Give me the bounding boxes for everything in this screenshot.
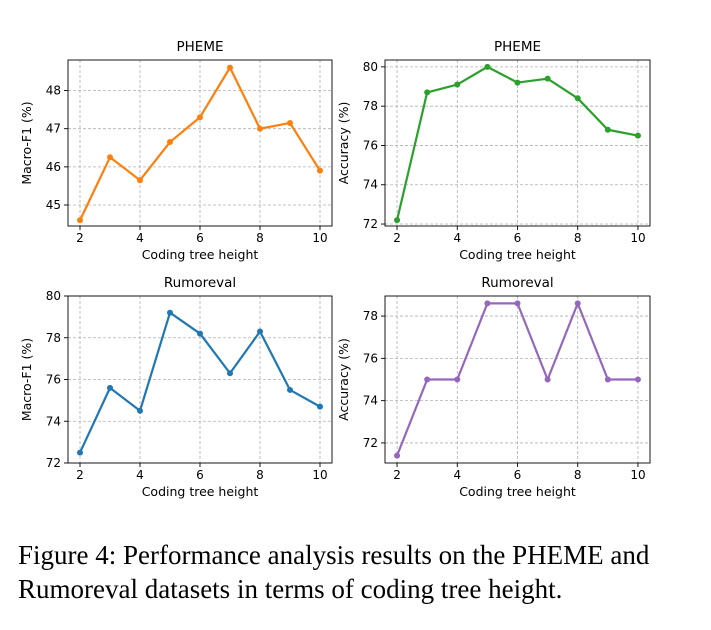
x-tick-label: 10 xyxy=(630,468,645,482)
x-axis-label: Coding tree height xyxy=(459,247,576,262)
y-tick-label: 72 xyxy=(363,217,378,231)
y-tick-label: 80 xyxy=(363,60,378,74)
y-tick-label: 78 xyxy=(46,331,61,345)
data-point xyxy=(227,64,233,71)
data-point xyxy=(257,328,263,335)
y-tick-label: 80 xyxy=(46,289,61,303)
x-tick-label: 2 xyxy=(393,468,401,482)
data-point xyxy=(514,300,521,307)
y-tick-label: 74 xyxy=(46,414,61,428)
data-point xyxy=(197,330,203,337)
data-point xyxy=(394,452,401,459)
x-tick-label: 10 xyxy=(312,468,327,482)
x-tick-label: 2 xyxy=(76,231,84,245)
x-tick-label: 4 xyxy=(136,468,144,482)
data-point xyxy=(424,89,431,96)
x-tick-label: 4 xyxy=(453,231,461,245)
data-point xyxy=(454,81,461,88)
x-tick-label: 6 xyxy=(196,231,204,245)
y-axis-label: Accuracy (%) xyxy=(336,102,351,185)
chart-title: PHEME xyxy=(494,39,541,55)
y-tick-label: 78 xyxy=(363,309,378,323)
chart-panel-c: 2 4 6 8 10 72 74 76 78 80 Rumoreval Coding tree hei… xyxy=(19,275,333,499)
data-point xyxy=(77,217,83,224)
data-point xyxy=(544,376,551,383)
data-point xyxy=(634,132,641,139)
y-axis-label: Accuracy (%) xyxy=(336,338,351,421)
x-tick-label: 6 xyxy=(196,468,204,482)
x-tick-label: 10 xyxy=(312,231,327,245)
x-axis-label: Coding tree height xyxy=(142,247,259,262)
figure-caption: Figure 4: Performance analysis results o… xyxy=(18,540,650,604)
chart-title: Rumoreval xyxy=(481,275,553,291)
chart-title: Rumoreval xyxy=(164,275,236,291)
data-point xyxy=(634,376,641,383)
data-point xyxy=(424,376,431,383)
data-point xyxy=(454,376,461,383)
data-point xyxy=(604,126,611,133)
data-point xyxy=(197,114,203,121)
data-point xyxy=(317,403,323,410)
y-tick-label: 76 xyxy=(363,351,378,365)
data-point xyxy=(574,95,581,102)
data-point xyxy=(137,407,143,414)
data-point xyxy=(107,384,113,391)
x-tick-label: 4 xyxy=(136,231,144,245)
data-point xyxy=(514,79,521,86)
y-tick-label: 76 xyxy=(46,373,61,387)
y-tick-label: 46 xyxy=(46,160,61,174)
y-tick-label: 48 xyxy=(46,84,61,98)
data-point xyxy=(287,386,293,393)
x-tick-label: 8 xyxy=(574,231,582,245)
data-point xyxy=(77,449,83,456)
data-point xyxy=(257,125,263,132)
x-axis-label: Coding tree height xyxy=(142,484,259,499)
y-tick-label: 72 xyxy=(363,436,378,450)
x-tick-label: 2 xyxy=(393,231,401,245)
chart-panel-b: 2 4 6 8 10 72 74 76 78 80 PHEME Coding tree height A… xyxy=(336,39,651,262)
data-point xyxy=(574,300,581,307)
x-tick-label: 6 xyxy=(514,231,522,245)
y-tick-label: 78 xyxy=(363,99,378,113)
x-tick-label: 8 xyxy=(256,231,264,245)
data-point xyxy=(227,370,233,377)
data-point xyxy=(167,309,173,316)
y-tick-label: 45 xyxy=(46,198,61,212)
y-tick-label: 72 xyxy=(46,456,61,470)
data-point xyxy=(287,119,293,126)
data-point xyxy=(107,154,113,161)
data-point xyxy=(317,167,323,174)
data-point xyxy=(394,217,401,224)
data-point xyxy=(604,376,611,383)
y-axis-label: Macro-F1 (%) xyxy=(19,101,34,184)
data-point xyxy=(484,300,491,307)
x-tick-label: 8 xyxy=(574,468,582,482)
data-point xyxy=(544,75,551,82)
data-point xyxy=(137,177,143,184)
data-point xyxy=(484,63,491,70)
y-tick-label: 74 xyxy=(363,178,378,192)
y-axis-label: Macro-F1 (%) xyxy=(19,338,34,421)
x-tick-label: 2 xyxy=(76,468,84,482)
data-point xyxy=(167,139,173,146)
x-tick-label: 10 xyxy=(630,231,645,245)
x-axis-label: Coding tree height xyxy=(459,484,576,499)
x-tick-label: 4 xyxy=(453,468,461,482)
y-tick-label: 76 xyxy=(363,138,378,152)
x-tick-label: 8 xyxy=(256,468,264,482)
chart-title: PHEME xyxy=(177,39,224,55)
x-tick-label: 6 xyxy=(514,468,522,482)
y-tick-label: 74 xyxy=(363,394,378,408)
y-tick-label: 47 xyxy=(46,122,61,136)
chart-panel-d: 2 4 6 8 10 72 74 76 78 Rumoreval Coding tree heigh… xyxy=(336,275,651,499)
